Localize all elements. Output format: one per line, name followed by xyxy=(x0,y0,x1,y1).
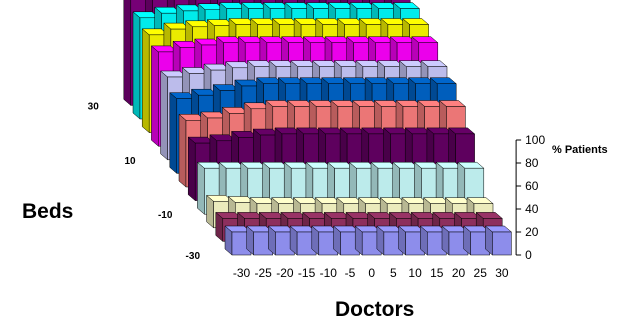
bar xyxy=(484,225,513,256)
x-tick-label: -10 xyxy=(320,266,338,280)
bar-side xyxy=(178,113,187,188)
x-tick-label: 25 xyxy=(474,266,488,280)
bar-side xyxy=(151,45,159,147)
bar xyxy=(289,225,317,256)
x-tick-label: -20 xyxy=(276,266,294,280)
bar xyxy=(267,225,296,256)
bar xyxy=(419,225,447,256)
y-tick-label: -30 xyxy=(186,251,201,262)
x-tick-label: 0 xyxy=(368,266,375,280)
z-tick-label: 100 xyxy=(525,133,545,147)
x-tick-label: -15 xyxy=(298,266,316,280)
y-axis: 30 10 -10 -30 xyxy=(88,101,201,262)
z-tick-label: 60 xyxy=(525,179,539,193)
bar xyxy=(311,225,339,256)
z-axis-title: % Patients xyxy=(552,144,608,156)
bar xyxy=(463,225,491,256)
bar-side xyxy=(187,136,196,202)
bars xyxy=(123,0,513,256)
bar xyxy=(224,225,252,256)
x-tick-label: 10 xyxy=(408,266,422,280)
y-axis-title: Beds xyxy=(22,200,73,223)
y-tick-label: -10 xyxy=(158,210,173,221)
bar-side xyxy=(169,92,178,174)
bar xyxy=(376,225,404,256)
bar-side xyxy=(141,28,150,134)
bar-side xyxy=(160,70,168,161)
x-tick-label: -5 xyxy=(345,266,356,280)
y-tick-label: 10 xyxy=(124,156,136,167)
y-tick-label: 30 xyxy=(88,101,100,112)
x-tick-label: -30 xyxy=(233,266,251,280)
bar xyxy=(332,225,361,256)
bar-front xyxy=(492,231,512,256)
bar xyxy=(246,225,274,256)
x-tick-label: 30 xyxy=(495,266,509,280)
z-axis: 0 20 40 60 80 100 xyxy=(515,133,545,262)
z-tick-label: 80 xyxy=(525,156,539,170)
x-axis-title: Doctors xyxy=(335,298,414,320)
x-tick-label: 5 xyxy=(390,266,397,280)
x-axis: -30 -25 -20 -15 -10 -5 0 5 10 15 20 25 30 xyxy=(233,266,509,280)
x-tick-label: 20 xyxy=(452,266,466,280)
bar xyxy=(354,225,382,256)
bar xyxy=(441,225,469,256)
x-tick-label: -25 xyxy=(255,266,273,280)
bar-side xyxy=(123,0,132,106)
bar xyxy=(397,225,426,256)
z-tick-label: 40 xyxy=(525,202,539,216)
bar-side xyxy=(132,11,141,120)
z-tick-label: 20 xyxy=(525,225,539,239)
x-tick-label: 15 xyxy=(430,266,444,280)
z-tick-label: 0 xyxy=(525,248,532,262)
bar-side xyxy=(197,161,205,215)
